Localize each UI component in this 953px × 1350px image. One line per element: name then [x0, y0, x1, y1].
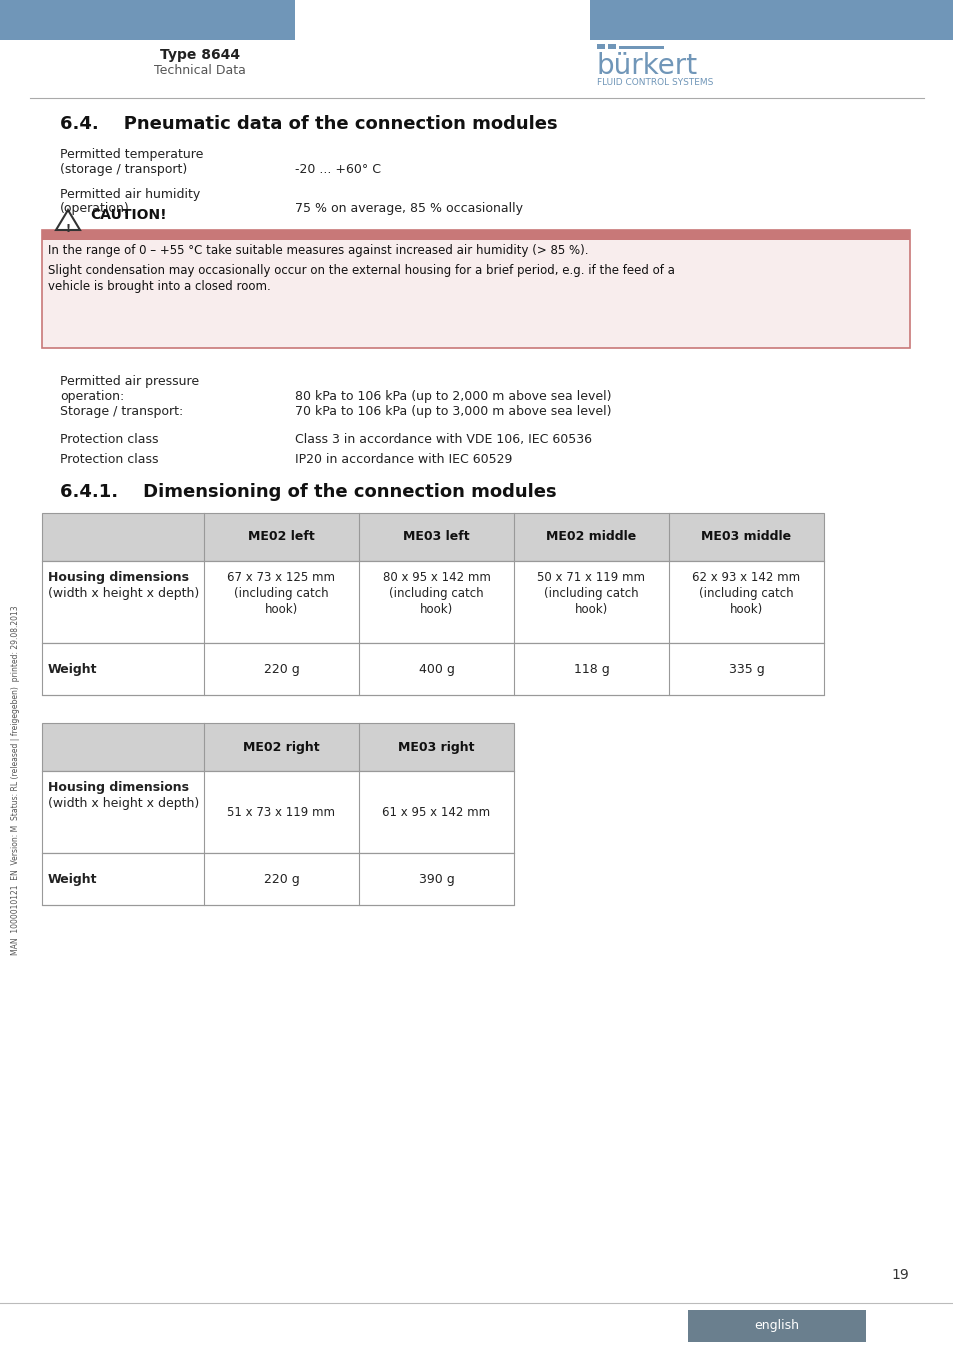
- Text: hook): hook): [575, 603, 607, 616]
- Text: 67 x 73 x 125 mm: 67 x 73 x 125 mm: [227, 571, 335, 585]
- Text: hook): hook): [265, 603, 297, 616]
- Text: 19: 19: [890, 1268, 908, 1282]
- Text: -20 ... +60° C: -20 ... +60° C: [294, 163, 380, 176]
- Text: 61 x 95 x 142 mm: 61 x 95 x 142 mm: [382, 806, 490, 818]
- Text: Technical Data: Technical Data: [153, 63, 246, 77]
- Text: Weight: Weight: [48, 872, 97, 886]
- Text: ME03 right: ME03 right: [397, 741, 475, 753]
- Bar: [607, 45, 616, 49]
- Text: (including catch: (including catch: [543, 587, 639, 599]
- Text: CAUTION!: CAUTION!: [90, 208, 167, 221]
- Text: bürkert: bürkert: [597, 53, 698, 80]
- Text: 118 g: 118 g: [573, 663, 609, 675]
- Text: 50 x 71 x 119 mm: 50 x 71 x 119 mm: [537, 571, 645, 585]
- Text: 62 x 93 x 142 mm: 62 x 93 x 142 mm: [692, 571, 800, 585]
- Text: 51 x 73 x 119 mm: 51 x 73 x 119 mm: [227, 806, 335, 818]
- Text: 220 g: 220 g: [263, 663, 299, 675]
- Text: operation:: operation:: [60, 390, 124, 404]
- Text: (width x height x depth): (width x height x depth): [48, 587, 199, 599]
- Text: 6.4.1.    Dimensioning of the connection modules: 6.4.1. Dimensioning of the connection mo…: [60, 483, 556, 501]
- Text: (including catch: (including catch: [699, 587, 793, 599]
- Text: Housing dimensions: Housing dimensions: [48, 571, 189, 585]
- Text: Type 8644: Type 8644: [160, 49, 240, 62]
- Text: Protection class: Protection class: [60, 454, 158, 466]
- Bar: [42, 513, 823, 562]
- Text: Weight: Weight: [48, 663, 97, 675]
- Text: hook): hook): [419, 603, 453, 616]
- Text: 80 kPa to 106 kPa (up to 2,000 m above sea level): 80 kPa to 106 kPa (up to 2,000 m above s…: [294, 390, 611, 404]
- Text: MAN  1000010121  EN  Version: M  Status: RL (released | freigegeben)  printed: 2: MAN 1000010121 EN Version: M Status: RL …: [11, 605, 20, 954]
- Text: ME03 left: ME03 left: [403, 531, 469, 544]
- Text: 6.4.    Pneumatic data of the connection modules: 6.4. Pneumatic data of the connection mo…: [60, 115, 558, 134]
- Text: !: !: [66, 224, 71, 234]
- Text: IP20 in accordance with IEC 60529: IP20 in accordance with IEC 60529: [294, 454, 512, 466]
- Bar: [687, 1310, 865, 1342]
- Text: 390 g: 390 g: [418, 872, 454, 886]
- Text: Class 3 in accordance with VDE 106, IEC 60536: Class 3 in accordance with VDE 106, IEC …: [294, 433, 592, 446]
- Text: english: english: [754, 1319, 799, 1332]
- Bar: [42, 562, 823, 643]
- Bar: [589, 0, 953, 40]
- Text: ME02 right: ME02 right: [243, 741, 319, 753]
- Text: In the range of 0 – +55 °C take suitable measures against increased air humidity: In the range of 0 – +55 °C take suitable…: [48, 244, 588, 256]
- Bar: [42, 643, 823, 695]
- Text: FLUID CONTROL SYSTEMS: FLUID CONTROL SYSTEMS: [597, 78, 713, 86]
- Text: ME02 middle: ME02 middle: [546, 531, 636, 544]
- Text: Protection class: Protection class: [60, 433, 158, 446]
- Text: (operation): (operation): [60, 202, 130, 215]
- Text: hook): hook): [729, 603, 762, 616]
- Text: 75 % on average, 85 % occasionally: 75 % on average, 85 % occasionally: [294, 202, 522, 215]
- Text: 400 g: 400 g: [418, 663, 454, 675]
- Text: Permitted air pressure: Permitted air pressure: [60, 375, 199, 387]
- Bar: [0, 0, 294, 40]
- Text: 335 g: 335 g: [728, 663, 763, 675]
- Bar: [42, 771, 514, 853]
- Text: (width x height x depth): (width x height x depth): [48, 796, 199, 810]
- Text: ME03 middle: ME03 middle: [700, 531, 791, 544]
- Text: ME02 left: ME02 left: [248, 531, 314, 544]
- Text: 80 x 95 x 142 mm: 80 x 95 x 142 mm: [382, 571, 490, 585]
- Polygon shape: [56, 211, 80, 230]
- Bar: [597, 45, 604, 49]
- Bar: [42, 724, 514, 771]
- Text: (including catch: (including catch: [233, 587, 329, 599]
- Bar: [42, 230, 909, 240]
- Text: Storage / transport:: Storage / transport:: [60, 405, 183, 418]
- Text: (storage / transport): (storage / transport): [60, 163, 187, 176]
- Text: 220 g: 220 g: [263, 872, 299, 886]
- Bar: [42, 230, 909, 348]
- Text: Permitted air humidity: Permitted air humidity: [60, 188, 200, 201]
- Text: vehicle is brought into a closed room.: vehicle is brought into a closed room.: [48, 279, 271, 293]
- Bar: [618, 46, 663, 49]
- Text: (including catch: (including catch: [389, 587, 483, 599]
- Text: 70 kPa to 106 kPa (up to 3,000 m above sea level): 70 kPa to 106 kPa (up to 3,000 m above s…: [294, 405, 611, 418]
- Text: Slight condensation may occasionally occur on the external housing for a brief p: Slight condensation may occasionally occ…: [48, 265, 674, 277]
- Bar: [42, 853, 514, 905]
- Text: Permitted temperature: Permitted temperature: [60, 148, 203, 161]
- Text: Housing dimensions: Housing dimensions: [48, 782, 189, 794]
